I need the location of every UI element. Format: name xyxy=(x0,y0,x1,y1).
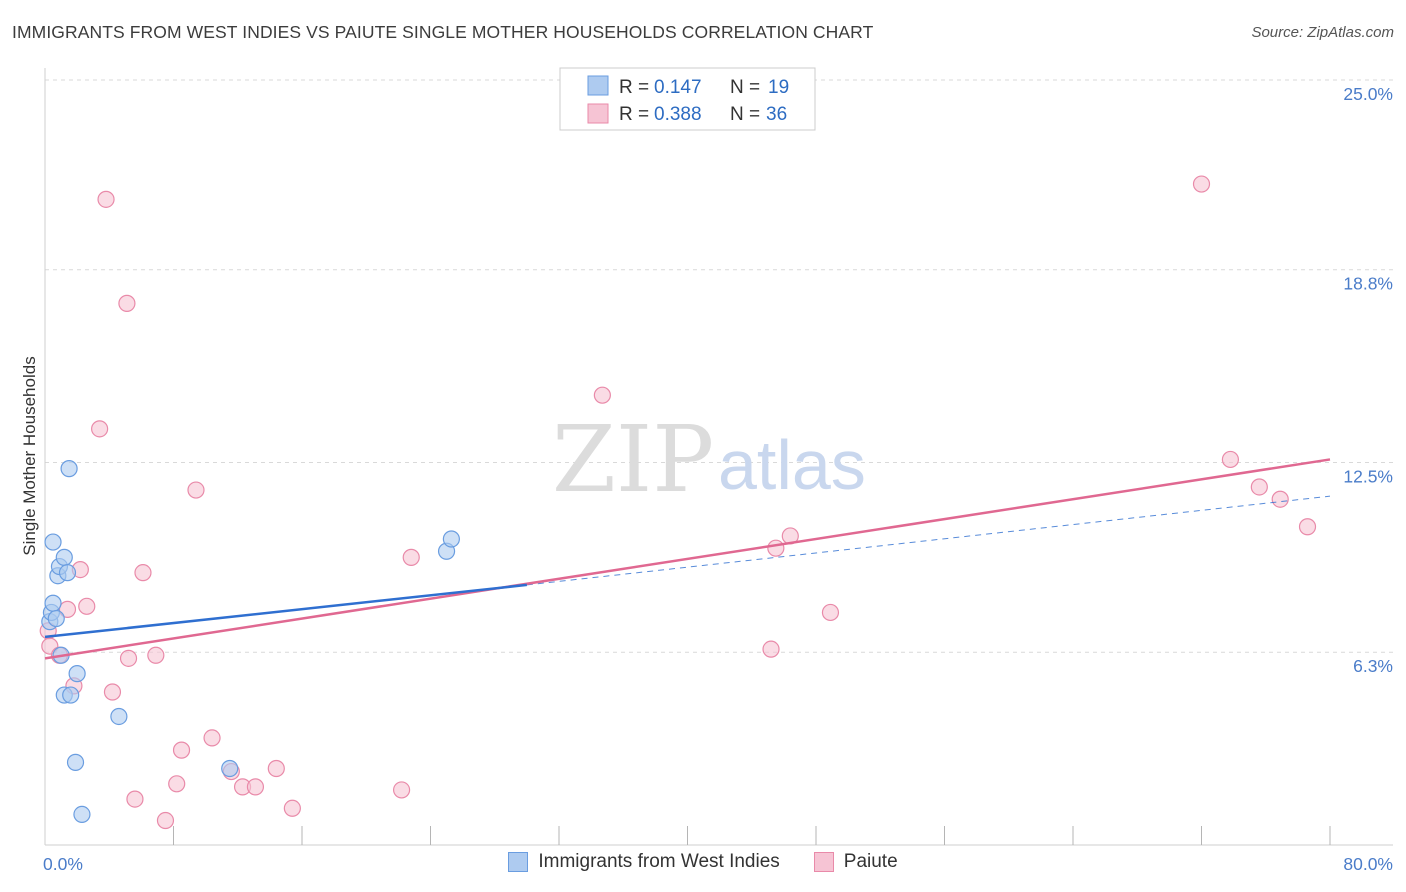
y-tick-label-1: 12.5% xyxy=(1343,467,1393,487)
west-indies-point-11 xyxy=(60,460,78,478)
west-indies-point-2 xyxy=(44,594,62,612)
west-indies-point-13 xyxy=(66,753,85,771)
west-indies-trend-line xyxy=(44,583,528,639)
legend-swatch-paiute xyxy=(587,103,609,124)
west-indies-point-9 xyxy=(55,548,73,566)
paiute-point-34 xyxy=(1250,478,1268,496)
y-tick-labels: 6.3% 12.5% 18.8% 25.0% xyxy=(1343,84,1393,676)
bottom-legend-label-west-indies: Immigrants from West Indies xyxy=(538,851,780,872)
paiute-point-14 xyxy=(147,646,165,664)
bottom-legend: Immigrants from West Indies Paiute xyxy=(0,851,1406,873)
bottom-legend-label-paiute: Paiute xyxy=(843,851,898,872)
bottom-legend-swatch-west-indies xyxy=(508,852,529,872)
paiute-point-9 xyxy=(97,190,115,208)
paiute-point-12 xyxy=(126,790,144,808)
paiute-points xyxy=(39,175,1317,830)
y-axis-label: Single Mother Households xyxy=(20,356,39,555)
paiute-point-6 xyxy=(78,597,96,615)
y-tick-label-2: 18.8% xyxy=(1343,274,1393,294)
legend-r-label-1: R = xyxy=(619,77,649,98)
west-indies-point-16 xyxy=(110,707,128,726)
paiute-point-13 xyxy=(134,564,152,582)
x-max-label: 80.0% xyxy=(1343,854,1393,874)
paiute-point-26 xyxy=(402,548,420,566)
legend-n-label-2: N = xyxy=(730,104,760,125)
legend-n-value-1: 19 xyxy=(768,77,789,98)
west-indies-point-19 xyxy=(442,530,460,548)
paiute-trend-line xyxy=(44,458,1331,660)
paiute-point-22 xyxy=(246,778,265,796)
paiute-point-31 xyxy=(821,603,840,622)
watermark-atlas: atlas xyxy=(718,426,866,504)
paiute-point-35 xyxy=(1271,490,1289,508)
legend-swatch-west-indies xyxy=(587,75,609,96)
paiute-point-11 xyxy=(119,649,138,667)
west-indies-point-4 xyxy=(47,609,65,628)
west-indies-trend-extension xyxy=(526,495,1331,586)
chart-title: IMMIGRANTS FROM WEST INDIES VS PAIUTE SI… xyxy=(12,22,874,42)
paiute-point-19 xyxy=(203,729,221,747)
bottom-legend-item-west-indies: Immigrants from West Indies xyxy=(508,851,780,873)
watermark: ZIP atlas xyxy=(552,406,866,513)
west-indies-points xyxy=(41,460,460,824)
paiute-point-15 xyxy=(156,811,175,830)
paiute-point-29 xyxy=(767,539,785,557)
paiute-point-33 xyxy=(1221,450,1240,469)
paiute-point-25 xyxy=(392,781,411,799)
watermark-zip: ZIP xyxy=(552,406,714,513)
paiute-point-36 xyxy=(1298,518,1317,536)
paiute-point-23 xyxy=(267,759,285,778)
paiute-point-24 xyxy=(283,799,301,817)
legend-r-label-2: R = xyxy=(619,104,649,125)
west-indies-point-3 xyxy=(44,533,62,551)
paiute-point-8 xyxy=(103,683,122,701)
paiute-point-16 xyxy=(168,775,186,793)
west-indies-point-14 xyxy=(68,665,86,683)
paiute-point-18 xyxy=(187,481,205,499)
paiute-point-27 xyxy=(593,386,611,404)
x-min-label: 0.0% xyxy=(43,854,83,874)
west-indies-point-10 xyxy=(58,564,77,582)
bottom-legend-item-paiute: Paiute xyxy=(813,851,898,873)
paiute-point-7 xyxy=(91,420,109,438)
bottom-legend-swatch-paiute xyxy=(813,852,834,872)
legend-n-value-2: 36 xyxy=(766,104,787,125)
axes-layer xyxy=(44,68,1393,846)
legend-n-label-1: N = xyxy=(730,77,760,98)
trend-lines xyxy=(44,458,1331,660)
top-legend: R = 0.147 N = 19 R = 0.388 N = 36 xyxy=(559,67,816,131)
paiute-point-10 xyxy=(118,294,136,312)
west-indies-point-15 xyxy=(73,805,91,824)
y-tick-label-0: 6.3% xyxy=(1353,656,1393,676)
paiute-point-28 xyxy=(762,640,780,658)
paiute-point-3 xyxy=(58,600,77,618)
west-indies-point-17 xyxy=(221,759,239,778)
legend-r-value-1: 0.147 xyxy=(654,77,702,98)
paiute-point-17 xyxy=(172,741,191,759)
legend-r-value-2: 0.388 xyxy=(654,104,702,125)
paiute-point-32 xyxy=(1192,175,1211,193)
y-tick-label-3: 25.0% xyxy=(1343,84,1393,104)
west-indies-point-12 xyxy=(62,686,80,704)
source-credit: Source: ZipAtlas.com xyxy=(1251,24,1394,41)
grid-layer xyxy=(45,79,1393,653)
